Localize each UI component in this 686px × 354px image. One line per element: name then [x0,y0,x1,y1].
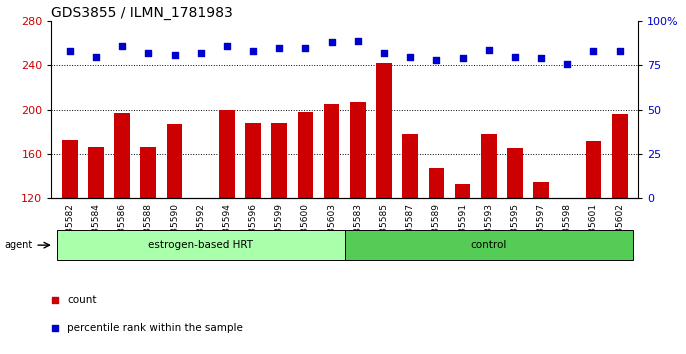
Point [379,50,390,56]
Point [457,56,468,61]
Point [169,52,180,58]
Text: GDS3855 / ILMN_1781983: GDS3855 / ILMN_1781983 [51,6,233,20]
Bar [167,124,182,198]
Point [143,50,154,56]
Bar [62,139,78,198]
Point [588,48,599,54]
Point [274,45,285,51]
Text: control: control [471,240,507,250]
Point [248,48,259,54]
Point [510,54,521,59]
Bar [481,134,497,198]
Point [300,45,311,51]
Point [117,43,128,49]
Point [405,54,416,59]
Point [64,48,75,54]
Bar [298,112,314,198]
Point [353,38,364,44]
Bar [455,184,471,198]
Point [196,50,206,56]
Point [536,56,547,61]
Point [222,43,233,49]
Text: agent: agent [5,240,33,250]
Bar [429,169,445,198]
Point [248,174,259,179]
Bar [219,110,235,198]
Bar [350,102,366,198]
Text: count: count [67,295,97,305]
Point [614,48,625,54]
Bar [272,123,287,198]
Bar [402,134,418,198]
Bar [88,147,104,198]
Bar [324,104,340,198]
Bar [586,141,602,198]
Text: percentile rank within the sample: percentile rank within the sample [67,323,243,333]
Point [483,47,494,52]
Point [326,40,337,45]
Bar [141,147,156,198]
Bar [533,182,549,198]
Bar [115,113,130,198]
Bar [245,123,261,198]
Bar [376,63,392,198]
Point [91,54,102,59]
Bar [612,114,628,198]
Text: estrogen-based HRT: estrogen-based HRT [148,240,253,250]
Bar [507,148,523,198]
Point [431,57,442,63]
Point [562,61,573,67]
